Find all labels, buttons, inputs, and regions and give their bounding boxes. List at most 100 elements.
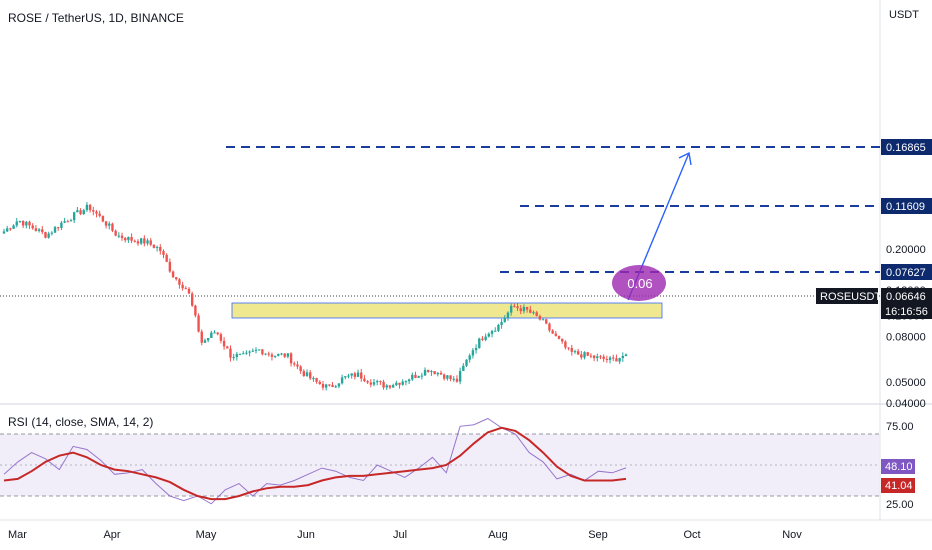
- candle-body: [407, 379, 411, 382]
- candle-body: [624, 354, 628, 357]
- candle-body: [69, 220, 73, 222]
- candle-body: [136, 241, 140, 244]
- candle-body: [439, 372, 443, 375]
- candle-body: [430, 371, 433, 373]
- candle-body: [25, 221, 28, 226]
- price-bubble[interactable]: 0.06: [612, 265, 666, 301]
- candle-body: [242, 353, 245, 355]
- candle-body: [331, 384, 334, 387]
- candle-body: [44, 232, 47, 238]
- candle-body: [133, 240, 136, 242]
- candle-body: [557, 335, 561, 339]
- candle-body: [529, 309, 532, 313]
- candle-body: [283, 353, 286, 357]
- candle-body: [356, 372, 360, 377]
- candle-body: [254, 349, 258, 351]
- tag-resistance-bg: [881, 264, 932, 280]
- candle-body: [309, 372, 312, 379]
- candle-body: [376, 381, 379, 383]
- candle-body: [363, 378, 366, 382]
- candle-body: [104, 221, 108, 226]
- candle-body: [404, 381, 408, 383]
- tag-rsi-sma: 41.04: [885, 480, 913, 492]
- candle-body: [277, 353, 280, 356]
- candle-body: [347, 375, 350, 377]
- candle-body: [267, 353, 270, 355]
- tag-target-mid: 0.11609: [886, 201, 925, 213]
- candle-body: [382, 381, 385, 388]
- candle-body: [522, 306, 526, 312]
- candle-body: [471, 350, 475, 356]
- candle-body: [146, 240, 149, 244]
- candle-body: [583, 352, 586, 358]
- candle-body: [436, 372, 440, 375]
- candle-body: [608, 357, 612, 360]
- time-axis-ticks: Mar Apr May Jun Jul Aug Sep Oct Nov: [8, 529, 802, 541]
- candle-body: [53, 227, 57, 233]
- candle-body: [519, 308, 522, 312]
- time-axis-tick: Apr: [103, 529, 120, 541]
- candle-body: [554, 333, 558, 336]
- candle-body: [360, 372, 363, 379]
- candle-body: [494, 330, 497, 332]
- candle-body: [398, 382, 401, 385]
- candle-body: [605, 359, 609, 361]
- candle-body: [321, 383, 325, 388]
- candle-body: [337, 383, 341, 387]
- candle-body: [513, 305, 516, 307]
- candle-body: [350, 373, 353, 376]
- candle-body: [487, 333, 491, 337]
- candle-body: [395, 382, 398, 386]
- time-axis-tick: May: [196, 529, 217, 541]
- candle-body: [302, 371, 306, 376]
- candle-body: [388, 385, 392, 388]
- candle-body: [305, 372, 309, 376]
- candle-body: [12, 225, 15, 229]
- candle-body: [9, 228, 12, 230]
- candlestick-series[interactable]: [2, 202, 628, 391]
- candle-body: [63, 221, 66, 223]
- price-axis-tick: 0.04000: [886, 398, 926, 410]
- candle-body: [379, 381, 382, 383]
- candle-body: [391, 385, 395, 388]
- time-axis-tick: Jun: [297, 529, 315, 541]
- time-axis-tick: Oct: [683, 529, 700, 541]
- price-axis-tick: 0.20000: [886, 244, 926, 256]
- candle-body: [72, 212, 76, 221]
- candle-body: [446, 375, 449, 379]
- candle-body: [289, 353, 293, 364]
- support-zone[interactable]: [231, 302, 663, 319]
- rsi-tick-25: 25.00: [886, 499, 914, 511]
- candle-body: [117, 235, 121, 237]
- tag-current: 0.06646: [886, 291, 926, 303]
- candle-body: [293, 363, 296, 365]
- candle-body: [88, 204, 92, 211]
- candle-body: [414, 374, 417, 378]
- candle-body: [175, 277, 178, 280]
- rsi-tick-75: 75.00: [886, 421, 914, 433]
- candle-body: [203, 340, 207, 343]
- candle-body: [111, 223, 114, 231]
- candle-body: [79, 210, 82, 215]
- candle-body: [618, 358, 621, 362]
- candle-body: [474, 348, 478, 351]
- candle-body: [599, 356, 602, 358]
- candle-body: [139, 238, 143, 244]
- candle-body: [5, 228, 9, 232]
- time-axis-tick: Jul: [393, 529, 407, 541]
- candle-body: [340, 377, 344, 384]
- time-axis-tick: Mar: [8, 529, 27, 541]
- candle-body: [452, 378, 455, 380]
- candle-body: [548, 323, 551, 331]
- candle-body: [449, 375, 452, 380]
- candle-body: [82, 210, 85, 215]
- candle-body: [545, 319, 548, 324]
- candle-body: [538, 315, 542, 320]
- time-axis-tick: Nov: [782, 529, 802, 541]
- rsi-sma-line[interactable]: [3, 426, 627, 501]
- candle-body: [401, 381, 404, 385]
- candle-body: [561, 338, 564, 342]
- candle-body: [200, 331, 203, 343]
- candle-body: [615, 358, 618, 362]
